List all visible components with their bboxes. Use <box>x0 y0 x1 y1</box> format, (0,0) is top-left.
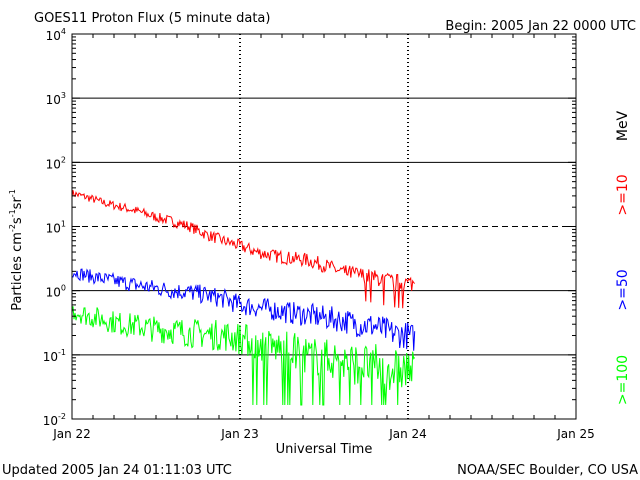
y-tick-label: 101 <box>46 220 66 236</box>
footer-credit: NOAA/SEC Boulder, CO USA <box>457 463 638 478</box>
x-tick-label: Jan 23 <box>220 427 259 441</box>
legend-label: >=100 <box>615 355 631 405</box>
series-line-0 <box>71 190 416 309</box>
series-layer <box>71 190 416 406</box>
x-tick-label: Jan 25 <box>556 427 595 441</box>
y-tick-label: 10-2 <box>43 412 66 428</box>
y-axis-label: Particles cm-2s-1sr-1 <box>8 189 25 311</box>
y-tick-label: 100 <box>46 284 66 300</box>
footer-updated: Updated 2005 Jan 24 01:11:03 UTC <box>2 463 232 478</box>
series-line-2 <box>71 306 416 406</box>
legend-unit: MeV <box>615 110 631 141</box>
tick-layer: 10-2 10-1 100 101 102 103 104 Jan 22 Jan 23 Jan 2… <box>43 27 595 441</box>
y-tick-label: 104 <box>46 27 66 43</box>
y-tick-label: 103 <box>46 91 66 107</box>
series-line-1 <box>71 268 416 351</box>
y-tick-label: 102 <box>46 155 66 171</box>
begin-time: Begin: 2005 Jan 22 0000 UTC <box>445 19 636 34</box>
x-tick-label: Jan 24 <box>388 427 427 441</box>
chart-title: GOES11 Proton Flux (5 minute data) <box>34 11 270 26</box>
legend-layer: >=10 >=50 >=100 MeV <box>615 110 631 405</box>
grid-layer <box>72 34 576 419</box>
legend-label: >=10 <box>615 174 631 215</box>
y-tick-label: 10-1 <box>43 348 66 364</box>
x-axis-label: Universal Time <box>276 442 373 457</box>
x-tick-label: Jan 22 <box>52 427 91 441</box>
legend-label: >=50 <box>615 269 631 310</box>
